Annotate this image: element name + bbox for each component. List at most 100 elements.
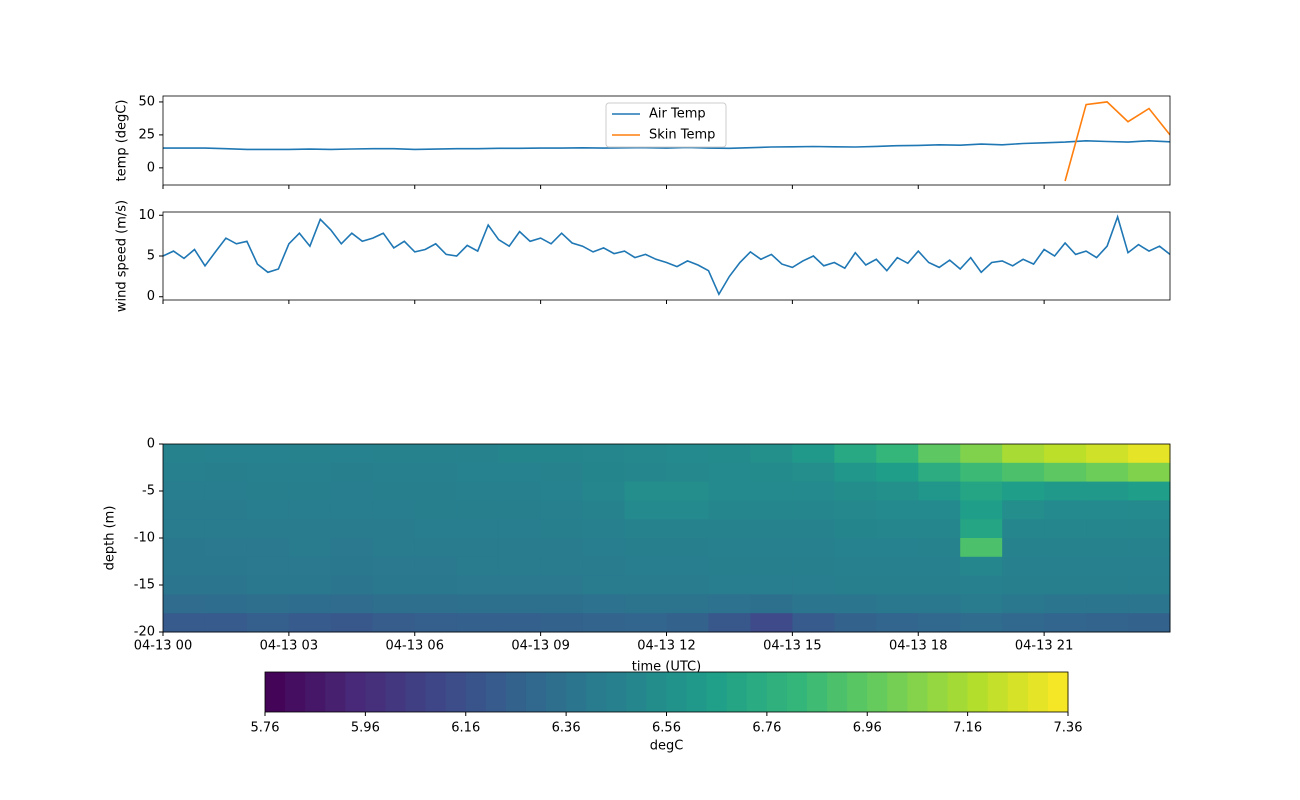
heat-cell: [582, 613, 626, 633]
heat-cell: [792, 575, 835, 595]
heat-cell: [792, 481, 835, 501]
heat-cell: [918, 575, 961, 595]
heat-cell: [1128, 500, 1171, 520]
heat-cell: [1128, 556, 1171, 577]
heat-cell: [288, 594, 332, 614]
heat-cell: [918, 613, 961, 633]
heat-cell: [666, 500, 709, 520]
x-tick-label: 04-13 15: [763, 639, 821, 654]
heat-cell: [1002, 444, 1045, 464]
heat-cell: [876, 462, 919, 483]
heat-cell: [330, 556, 374, 577]
heat-cell: [666, 462, 709, 483]
heat-cell: [540, 594, 584, 614]
colorbar-band: [947, 672, 969, 712]
y-tick-label: 5: [147, 249, 155, 264]
heat-cell: [540, 462, 584, 483]
heat-cell: [456, 575, 500, 595]
heat-cell: [750, 538, 793, 558]
colorbar-band: [987, 672, 1009, 712]
y-tick-label: -20: [134, 625, 155, 640]
colorbar-band: [425, 672, 447, 712]
heat-cell: [834, 444, 877, 464]
heat-cell: [163, 594, 206, 614]
colorbar-band: [345, 672, 366, 712]
heat-cell: [1086, 556, 1129, 577]
heat-cell: [204, 481, 248, 501]
heat-cell: [624, 444, 667, 464]
heat-cell: [960, 613, 1003, 633]
legend: Air Temp Skin Temp: [605, 102, 727, 148]
heat-cell: [624, 462, 667, 483]
heat-cell: [498, 594, 542, 614]
heat-cell: [372, 594, 416, 614]
heat-cell: [834, 500, 877, 520]
heat-cell: [246, 538, 290, 558]
colorbar-band: [907, 672, 928, 712]
heat-cell: [1086, 613, 1129, 633]
heat-cell: [204, 500, 248, 520]
heat-cell: [1002, 462, 1045, 483]
heat-cell: [834, 462, 877, 483]
heat-cell: [372, 500, 416, 520]
heat-cell: [876, 519, 919, 539]
heat-cell: [456, 500, 500, 520]
heat-cell: [414, 556, 458, 577]
heat-cell: [834, 594, 877, 614]
colorbar-band: [525, 672, 547, 712]
heat-cell: [498, 444, 542, 464]
heat-cell: [876, 500, 919, 520]
heat-cell: [204, 538, 248, 558]
colorbar-band: [445, 672, 467, 712]
heat-cell: [750, 594, 793, 614]
heat-cell: [246, 575, 290, 595]
colorbar-band: [686, 672, 708, 712]
heat-cell: [792, 594, 835, 614]
y-tick-label: 0: [147, 160, 155, 175]
heat-cell: [918, 556, 961, 577]
heat-cell: [1002, 500, 1045, 520]
heat-cell: [163, 556, 206, 577]
heat-cell: [204, 575, 248, 595]
heat-cell: [582, 556, 626, 577]
colorbar-band: [1047, 672, 1069, 712]
colorbar-band: [927, 672, 949, 712]
heat-cell: [246, 594, 290, 614]
heat-cell: [288, 500, 332, 520]
heat-cell: [288, 613, 332, 633]
heat-cell: [750, 462, 793, 483]
heat-cell: [456, 519, 500, 539]
colorbar-band: [365, 672, 386, 712]
heat-cell: [1086, 575, 1129, 595]
colorbar-band: [766, 672, 788, 712]
heat-cell: [1128, 481, 1171, 501]
heat-cell: [163, 519, 206, 539]
heat-cell: [498, 556, 542, 577]
heat-cell: [1002, 538, 1045, 558]
heat-cell: [582, 462, 626, 483]
heat-cell: [582, 444, 626, 464]
colorbar-band: [546, 672, 567, 712]
heat-cell: [372, 462, 416, 483]
heat-cell: [456, 538, 500, 558]
heat-cell: [288, 519, 332, 539]
heat-cell: [666, 575, 709, 595]
colorbar-tick-label: 5.96: [351, 721, 380, 736]
x-tick-label: 04-13 09: [511, 639, 569, 654]
colorbar-band: [967, 672, 989, 712]
heat-cell: [414, 594, 458, 614]
heat-cell: [288, 538, 332, 558]
heat-cell: [540, 500, 584, 520]
heat-cell: [834, 519, 877, 539]
heat-cell: [1044, 556, 1087, 577]
heat-cell: [876, 556, 919, 577]
heat-cell: [540, 538, 584, 558]
heat-cell: [456, 613, 500, 633]
heat-cell: [582, 500, 626, 520]
heat-cell: [204, 444, 248, 464]
colorbar-band: [566, 672, 587, 712]
heat-cell: [163, 462, 206, 483]
colorbar-band: [586, 672, 607, 712]
colorbar-band: [746, 672, 768, 712]
